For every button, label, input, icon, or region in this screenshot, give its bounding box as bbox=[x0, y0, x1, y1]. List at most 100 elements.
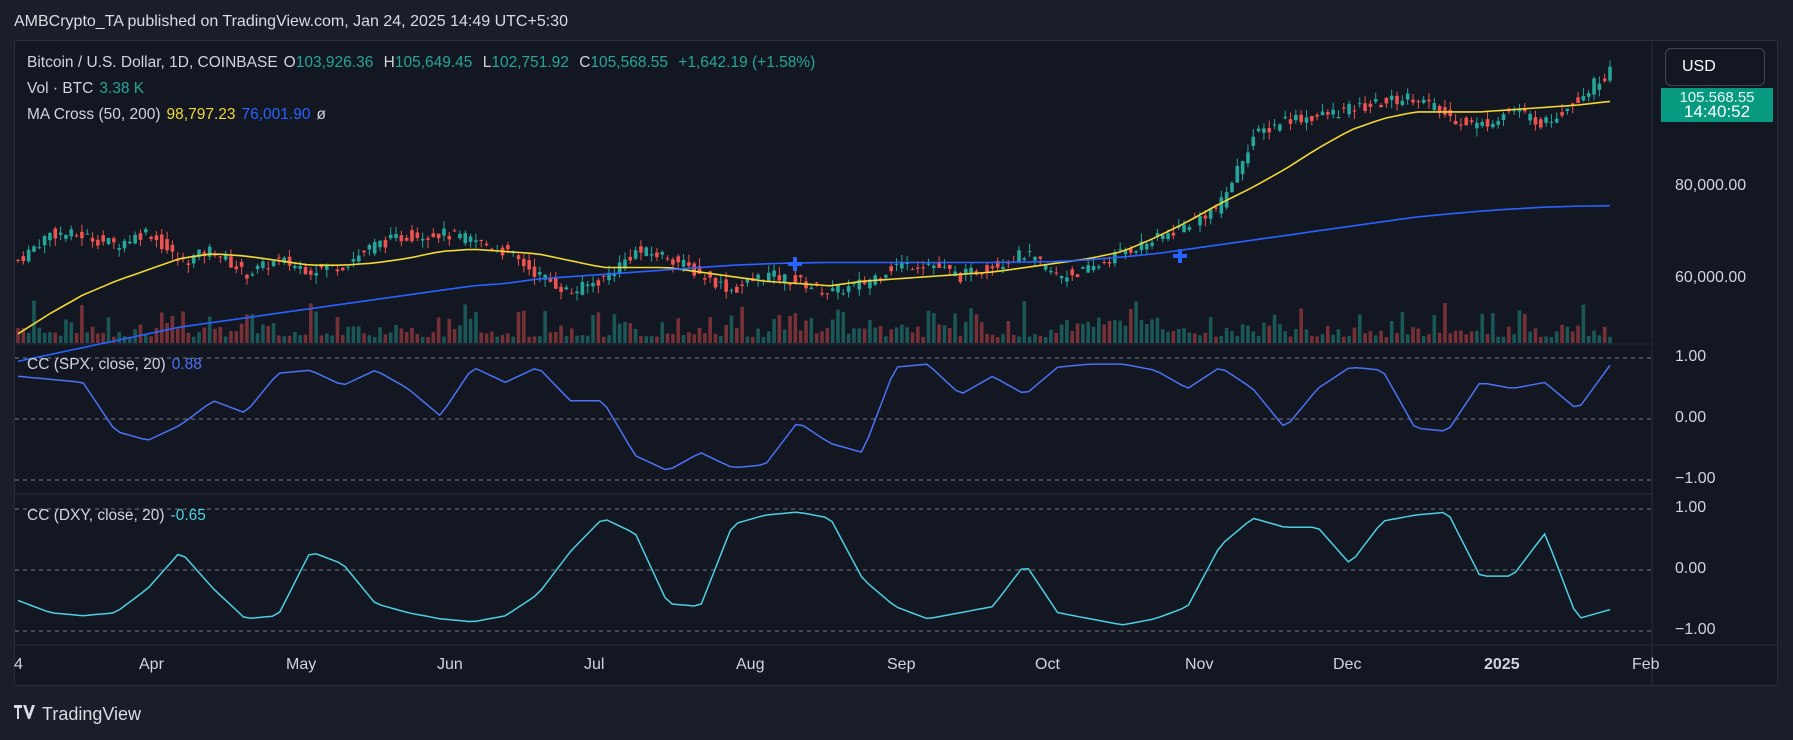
volume-bar bbox=[101, 333, 105, 343]
candle-body bbox=[1480, 121, 1485, 126]
volume-bar bbox=[1235, 336, 1240, 343]
volume-bar bbox=[1198, 335, 1202, 343]
candle-body bbox=[958, 272, 963, 283]
volume-bar bbox=[1416, 328, 1421, 343]
publisher-line: AMBCrypto_TA published on TradingView.co… bbox=[14, 13, 568, 30]
volume-bar bbox=[814, 333, 819, 343]
volume-bar bbox=[1182, 328, 1186, 343]
candle-body bbox=[772, 270, 776, 277]
volume-bars bbox=[16, 300, 1612, 343]
candle-body bbox=[101, 235, 105, 242]
candle-body bbox=[431, 233, 436, 237]
last-price-tag: 105,568.55 14:40:52 bbox=[1661, 88, 1773, 122]
candle-body bbox=[149, 236, 153, 239]
ma-cross-legend[interactable]: MA Cross (50, 200) 98,797.23 76,001.90 ø bbox=[27, 106, 332, 124]
candle-body bbox=[1299, 114, 1303, 123]
candle-body bbox=[1602, 78, 1607, 82]
volume-bar bbox=[750, 336, 755, 343]
volume-bar bbox=[884, 336, 888, 343]
volume-bar bbox=[1240, 324, 1245, 343]
symbol-legend[interactable]: Bitcoin / U.S. Dollar, 1D, COINBASE O103,… bbox=[27, 54, 821, 72]
volume-bar bbox=[1368, 331, 1373, 343]
volume-bar bbox=[383, 334, 388, 343]
volume-bar bbox=[1144, 323, 1149, 343]
volume-bar bbox=[426, 336, 430, 343]
candle-body bbox=[287, 256, 292, 266]
candle-body bbox=[207, 246, 212, 257]
volume-bar bbox=[1523, 313, 1527, 343]
volume-bar bbox=[1459, 330, 1463, 343]
volume-bar bbox=[676, 318, 681, 343]
volume-bar bbox=[362, 333, 366, 343]
candle-body bbox=[692, 263, 697, 276]
candle-body bbox=[271, 261, 276, 267]
volume-bar bbox=[974, 314, 979, 343]
volume-value: 3.38 K bbox=[99, 80, 145, 97]
volume-bar bbox=[1230, 331, 1234, 343]
volume-bar bbox=[719, 335, 723, 343]
volume-bar bbox=[85, 332, 90, 343]
volume-bar bbox=[804, 320, 808, 343]
candle-body bbox=[852, 282, 856, 285]
ma-cross-icon: ø bbox=[316, 106, 326, 123]
volume-bar bbox=[809, 318, 814, 343]
candle-body bbox=[1464, 117, 1469, 126]
candle-body bbox=[53, 228, 58, 239]
candle-body bbox=[303, 267, 308, 275]
volume-bar bbox=[1389, 321, 1394, 343]
volume-bar bbox=[692, 334, 697, 343]
volume-bar bbox=[452, 329, 457, 343]
volume-bar bbox=[1123, 325, 1128, 343]
candle-body bbox=[404, 237, 409, 241]
volume-bar bbox=[463, 304, 468, 343]
volume-bar bbox=[1565, 326, 1570, 343]
volume-bar bbox=[335, 317, 340, 343]
ma-cross-markers bbox=[788, 249, 1187, 271]
volume-bar bbox=[165, 323, 169, 343]
volume-legend[interactable]: Vol · BTC 3.38 K bbox=[27, 80, 150, 98]
currency-button[interactable]: USD bbox=[1665, 48, 1765, 86]
candle-body bbox=[703, 278, 707, 280]
candle-body bbox=[697, 266, 702, 274]
candle-body bbox=[947, 265, 952, 269]
candle-body bbox=[756, 274, 760, 279]
candle-body bbox=[277, 257, 281, 259]
candle-body bbox=[64, 234, 68, 239]
volume-bar bbox=[740, 306, 744, 343]
volume-bar bbox=[841, 311, 846, 343]
candle-body bbox=[601, 275, 606, 277]
candle-body bbox=[426, 238, 430, 240]
candle-body bbox=[916, 267, 920, 269]
candle-body bbox=[1219, 197, 1224, 214]
volume-bar bbox=[687, 332, 691, 343]
volume-bar bbox=[671, 333, 675, 343]
candle-body bbox=[1384, 97, 1389, 104]
volume-bar bbox=[633, 328, 638, 343]
volume-bar bbox=[931, 313, 936, 343]
volume-bar bbox=[1586, 335, 1591, 343]
candle-body bbox=[1368, 103, 1373, 107]
spx-legend[interactable]: CC (SPX, close, 20) 0.88 bbox=[27, 356, 208, 374]
candle-body bbox=[719, 281, 723, 283]
volume-bar bbox=[900, 324, 904, 343]
candle-body bbox=[644, 247, 649, 257]
candle-body bbox=[372, 241, 377, 254]
candle-body bbox=[1240, 161, 1245, 175]
candle-body bbox=[458, 233, 462, 239]
volume-bar bbox=[1480, 313, 1485, 343]
candle-body bbox=[559, 286, 563, 292]
volume-bar bbox=[303, 334, 308, 343]
candle-body bbox=[447, 236, 452, 240]
candle-body bbox=[1278, 124, 1282, 131]
dxy-legend[interactable]: CC (DXY, close, 20) -0.65 bbox=[27, 507, 212, 525]
footer-brand[interactable]: TradingView bbox=[14, 703, 141, 725]
volume-bar bbox=[159, 312, 164, 343]
volume-bar bbox=[905, 327, 909, 343]
volume-bar bbox=[1049, 329, 1053, 343]
volume-bar bbox=[1214, 336, 1218, 343]
volume-bar bbox=[612, 314, 617, 343]
candle-body bbox=[1421, 99, 1426, 103]
volume-bar bbox=[1554, 331, 1559, 343]
chart-frame[interactable] bbox=[14, 40, 1778, 686]
